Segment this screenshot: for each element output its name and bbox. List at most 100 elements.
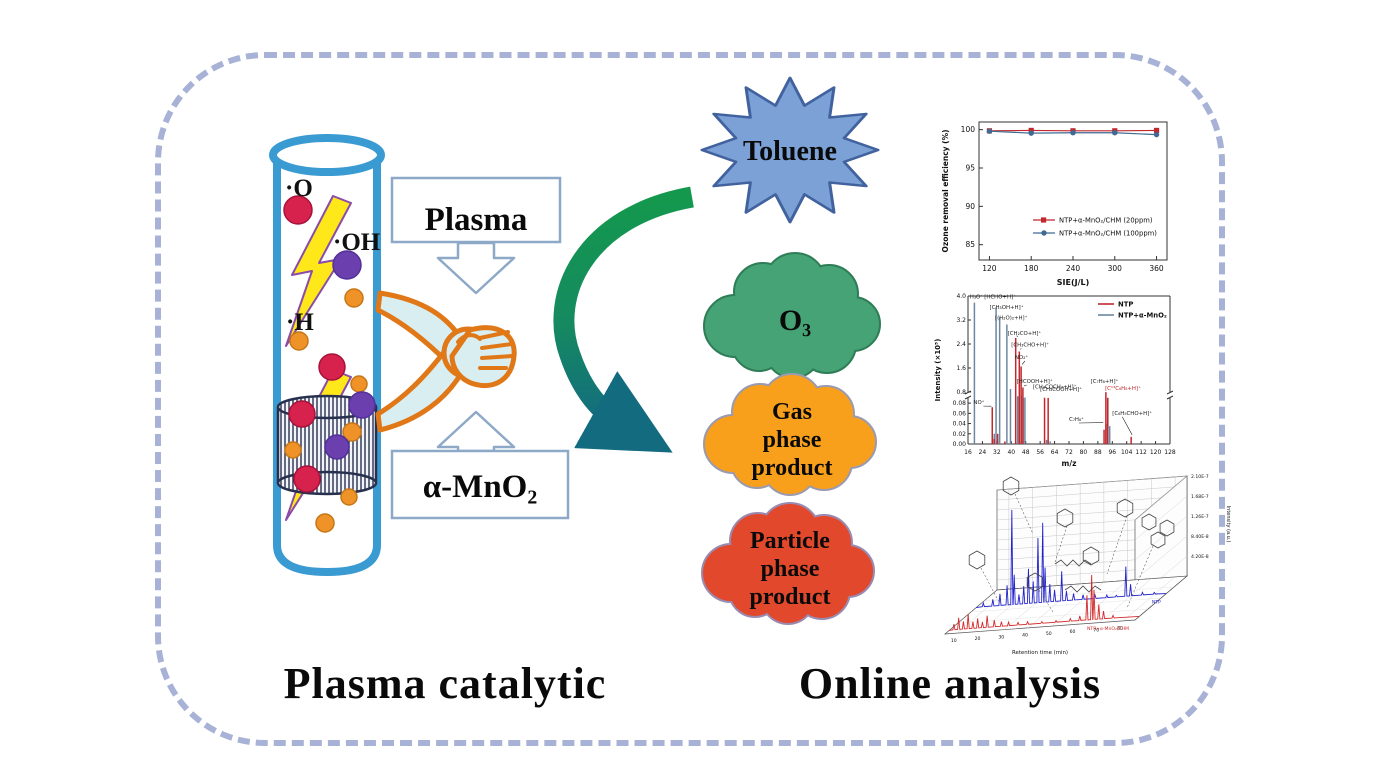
svg-text:m/z: m/z [1062, 459, 1077, 468]
alpha-mno2-label: α-MnO₂ [423, 469, 538, 505]
svg-text:0.8: 0.8 [956, 389, 966, 396]
svg-text:96: 96 [1108, 449, 1116, 456]
radical-dots [283, 195, 368, 393]
handshake-icon [375, 290, 517, 433]
gas-phase-label-line1: Gas [772, 399, 812, 425]
svg-text:48: 48 [1022, 449, 1030, 456]
molecule-structure-icon [968, 550, 986, 570]
chromatogram-3d-chart: 4.20E-8 8.40E-8 1.26E-7 1.68E-7 2.10E-7 Inten… [943, 474, 1231, 656]
dot [350, 375, 368, 393]
svg-text:120: 120 [1150, 449, 1162, 456]
ozone-label: O₃ [779, 304, 811, 337]
svg-text:[C¹³C₆H₈+H]⁺: [C¹³C₆H₈+H]⁺ [1105, 385, 1141, 392]
svg-text:80: 80 [1117, 626, 1123, 632]
svg-text:Ozone removal efficiency (%): Ozone removal efficiency (%) [941, 129, 950, 252]
svg-text:1.26E-7: 1.26E-7 [1191, 514, 1209, 520]
svg-text:[CH₃CHO+H]⁺: [CH₃CHO+H]⁺ [1011, 341, 1049, 348]
down-block-arrow-icon [436, 241, 516, 295]
svg-text:NO⁺: NO⁺ [973, 399, 984, 406]
svg-text:180: 180 [1024, 264, 1039, 273]
dot [324, 434, 350, 460]
svg-text:[HCOOH+H]⁺: [HCOOH+H]⁺ [1017, 378, 1053, 385]
molecule-structure-icon [1116, 498, 1134, 518]
svg-text:50: 50 [1046, 631, 1052, 637]
svg-text:10: 10 [951, 638, 957, 644]
svg-text:1.6: 1.6 [956, 365, 966, 372]
svg-text:4.0: 4.0 [956, 293, 966, 300]
alpha-mno2-box: α-MnO₂ [390, 449, 570, 520]
svg-text:4.20E-8: 4.20E-8 [1191, 554, 1209, 560]
svg-text:0.00: 0.00 [953, 441, 967, 448]
svg-text:90: 90 [965, 202, 975, 211]
ozone-removal-chart: 85 90 95 100 120 180 240 300 360 SIE(J/L) Ozone re… [941, 121, 1168, 287]
up-block-arrow-icon [436, 410, 516, 453]
svg-text:56: 56 [1036, 449, 1044, 456]
frame-border [155, 52, 1225, 746]
svg-text:64: 64 [1051, 449, 1059, 456]
gas-phase-label-line2: phase [763, 427, 822, 453]
particle-phase-label-line1: Particle [750, 528, 830, 554]
radical-o-label: ·O [285, 175, 313, 202]
svg-text:[C₇H₈+H]⁺: [C₇H₈+H]⁺ [1091, 378, 1119, 385]
svg-text:72: 72 [1065, 449, 1073, 456]
svg-text:1.68E-7: 1.68E-7 [1191, 494, 1209, 500]
dot [293, 465, 321, 493]
svg-text:NTP+α-MnO₂/CHM (100ppm): NTP+α-MnO₂/CHM (100ppm) [1059, 230, 1157, 238]
radical-h-label: ·H [286, 309, 314, 336]
svg-text:120: 120 [982, 264, 997, 273]
radical-oh-dot [332, 250, 362, 280]
svg-text:0.04: 0.04 [953, 421, 967, 428]
radical-h-dot [289, 331, 309, 351]
svg-text:360: 360 [1149, 264, 1164, 273]
svg-text:NO₂⁺: NO₂⁺ [1015, 354, 1028, 361]
svg-text:H₃O⁺: H₃O⁺ [970, 293, 983, 300]
dot [284, 441, 302, 459]
svg-text:NTP+α-MnO₂: NTP+α-MnO₂ [1118, 312, 1167, 320]
radical-oh-label: ·OH [333, 229, 381, 256]
dot [288, 400, 316, 428]
particle-phase-label-line3: product [750, 584, 831, 610]
curved-arrow-icon [553, 186, 694, 453]
svg-text:128: 128 [1164, 449, 1176, 456]
dot [342, 422, 362, 442]
caption-online-analysis: Online analysis [798, 659, 1102, 708]
svg-text:[C₆H₅CHO+H]⁺: [C₆H₅CHO+H]⁺ [1112, 410, 1152, 417]
svg-text:Retention time (min): Retention time (min) [1012, 650, 1068, 656]
catalyst-bed [276, 391, 378, 533]
svg-text:80: 80 [1080, 449, 1088, 456]
svg-text:300: 300 [1108, 264, 1123, 273]
caption-plasma-catalytic: Plasma catalytic [283, 659, 607, 708]
svg-text:8.40E-8: 8.40E-8 [1191, 534, 1209, 540]
svg-text:[CH₃COCH₃+H]⁺: [CH₃COCH₃+H]⁺ [1033, 383, 1077, 390]
mass-spectrum-chart: 0.00 0.02 0.04 0.06 0.08 0.8 1.6 2.4 3.2 4.0 16 24 3… [934, 293, 1176, 468]
svg-text:104: 104 [1121, 449, 1133, 456]
dot [340, 488, 358, 506]
svg-text:85: 85 [965, 240, 975, 249]
svg-text:100: 100 [961, 125, 976, 134]
svg-text:40: 40 [1022, 633, 1028, 639]
svg-text:NTP: NTP [1152, 599, 1161, 605]
svg-text:20: 20 [975, 636, 981, 642]
svg-text:88: 88 [1094, 449, 1102, 456]
svg-text:[CH₃COOH+H]⁺: [CH₃COOH+H]⁺ [1040, 386, 1082, 393]
particle-phase-cloud [701, 502, 875, 625]
molecule-structure-icon [1150, 531, 1166, 549]
svg-text:24: 24 [979, 449, 987, 456]
svg-text:NTP+α-MnO₂/CHM: NTP+α-MnO₂/CHM [1087, 626, 1129, 632]
svg-text:Intensity (×10⁵): Intensity (×10⁵) [934, 339, 942, 402]
molecule-structure-icon [1141, 513, 1157, 531]
ozone-cloud [703, 252, 881, 379]
svg-text:0.06: 0.06 [953, 410, 967, 417]
molecule-structure-icon [1002, 476, 1020, 496]
svg-text:NTP+α-MnO₂/CHM (20ppm): NTP+α-MnO₂/CHM (20ppm) [1059, 217, 1153, 225]
svg-text:0.02: 0.02 [953, 431, 967, 438]
svg-text:[HCHO+H]⁺: [HCHO+H]⁺ [984, 293, 1016, 300]
svg-text:60: 60 [1070, 629, 1076, 635]
toluene-label: Toluene [743, 136, 837, 167]
molecule-structure-icon [1159, 519, 1175, 537]
svg-text:112: 112 [1135, 449, 1147, 456]
svg-text:0.08: 0.08 [953, 400, 967, 407]
svg-text:[CH₂CO+H]⁺: [CH₂CO+H]⁺ [1008, 330, 1042, 337]
